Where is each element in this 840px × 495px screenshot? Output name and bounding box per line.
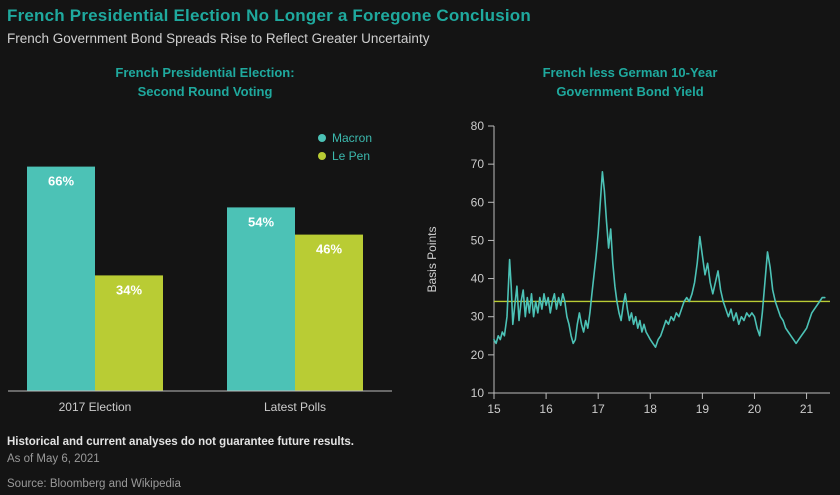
bar-chart-svg: 66% 34% 2017 Election 54% 46% Latest Polls: [8, 166, 392, 414]
svg-text:19: 19: [696, 402, 710, 416]
legend: Macron Le Pen: [318, 131, 372, 167]
svg-text:Basis Points: Basis Points: [425, 226, 439, 292]
svg-text:60: 60: [471, 195, 485, 209]
svg-text:17: 17: [592, 402, 606, 416]
svg-text:16: 16: [539, 402, 553, 416]
line-chart-title-line2: Government Bond Yield: [556, 84, 704, 99]
svg-text:20: 20: [471, 348, 485, 362]
svg-text:46%: 46%: [316, 242, 342, 257]
legend-item-macron: Macron: [318, 131, 372, 145]
footer-source: Source: Bloomberg and Wikipedia: [7, 478, 181, 490]
bar-chart-title-line2: Second Round Voting: [137, 84, 273, 99]
svg-text:Latest Polls: Latest Polls: [264, 400, 326, 414]
svg-text:21: 21: [800, 402, 814, 416]
bar-lepen-1: [295, 234, 363, 391]
svg-text:50: 50: [471, 233, 485, 247]
svg-text:2017 Election: 2017 Election: [59, 400, 132, 414]
spread-line-series: [493, 170, 826, 348]
macron-swatch-icon: [318, 134, 326, 142]
footer-disclaimer: Historical and current analyses do not g…: [7, 436, 355, 448]
svg-text:40: 40: [471, 272, 485, 286]
line-chart-panel: French less German 10-Year Government Bo…: [420, 63, 840, 443]
line-chart-svg: 10 20 30 40 50 60 70 80 15 16 17 18 19 20 21 Basis Poin…: [425, 119, 830, 416]
footer-as-of: As of May 6, 2021: [7, 453, 100, 465]
legend-label-macron: Macron: [332, 131, 373, 145]
bar-chart-title-line1: French Presidential Election:: [115, 65, 295, 80]
svg-text:15: 15: [487, 402, 501, 416]
page-subtitle: French Government Bond Spreads Rise to R…: [7, 31, 430, 46]
line-chart-title-line1: French less German 10-Year: [542, 65, 718, 80]
bar-macron-0: [27, 166, 95, 391]
svg-text:10: 10: [471, 386, 485, 400]
svg-text:80: 80: [471, 119, 485, 133]
bar-lepen-0: [95, 275, 163, 391]
svg-text:66%: 66%: [48, 174, 74, 189]
svg-text:18: 18: [644, 402, 658, 416]
svg-text:20: 20: [748, 402, 762, 416]
bar-chart-panel: French Presidential Election: Second Rou…: [0, 63, 410, 443]
line-chart-title: French less German 10-Year Government Bo…: [420, 63, 840, 101]
page-title: French Presidential Election No Longer a…: [7, 6, 531, 25]
svg-text:70: 70: [471, 157, 485, 171]
bar-macron-1: [227, 207, 295, 391]
lepen-swatch-icon: [318, 152, 326, 160]
svg-text:54%: 54%: [248, 214, 274, 229]
svg-text:34%: 34%: [116, 282, 142, 297]
legend-label-lepen: Le Pen: [332, 149, 371, 163]
bar-chart-title: French Presidential Election: Second Rou…: [0, 63, 410, 101]
legend-item-lepen: Le Pen: [318, 149, 372, 163]
svg-text:30: 30: [471, 310, 485, 324]
